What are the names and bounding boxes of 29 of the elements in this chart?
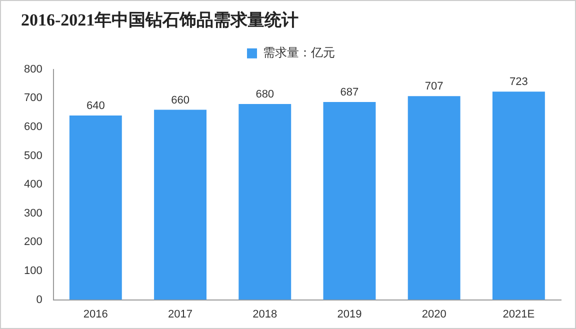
y-tick-label: 800: [24, 63, 42, 76]
y-tick-label: 500: [24, 150, 42, 162]
bar: [408, 96, 460, 300]
data-label: 680: [256, 88, 274, 100]
x-tick-label: 2017: [168, 308, 193, 320]
x-tick-label: 2020: [422, 308, 446, 320]
data-label: 687: [340, 86, 359, 98]
bar: [492, 92, 545, 300]
x-tick-label: 2021E: [502, 308, 535, 320]
bar: [154, 110, 206, 300]
bar: [323, 102, 376, 300]
y-tick-label: 300: [24, 207, 42, 220]
y-tick-label: 600: [24, 121, 42, 134]
data-label: 707: [424, 80, 444, 93]
bar: [238, 104, 292, 300]
y-tick-label: 100: [24, 265, 42, 278]
y-tick-label: 200: [24, 236, 42, 248]
y-tick-label: 400: [24, 178, 42, 191]
bar: [69, 115, 122, 300]
x-tick-label: 2016: [83, 308, 108, 320]
y-tick-label: 0: [36, 294, 42, 306]
x-tick-label: 2019: [337, 308, 362, 320]
chart-title: 2016-2021年中国钻石饰品需求量统计: [21, 10, 299, 30]
data-label: 723: [510, 76, 528, 88]
data-label: 640: [86, 100, 105, 112]
y-tick-label: 700: [24, 92, 42, 104]
data-label: 660: [171, 94, 190, 106]
legend-label: 需求量：亿元: [263, 46, 335, 60]
x-tick-label: 2018: [252, 308, 278, 320]
